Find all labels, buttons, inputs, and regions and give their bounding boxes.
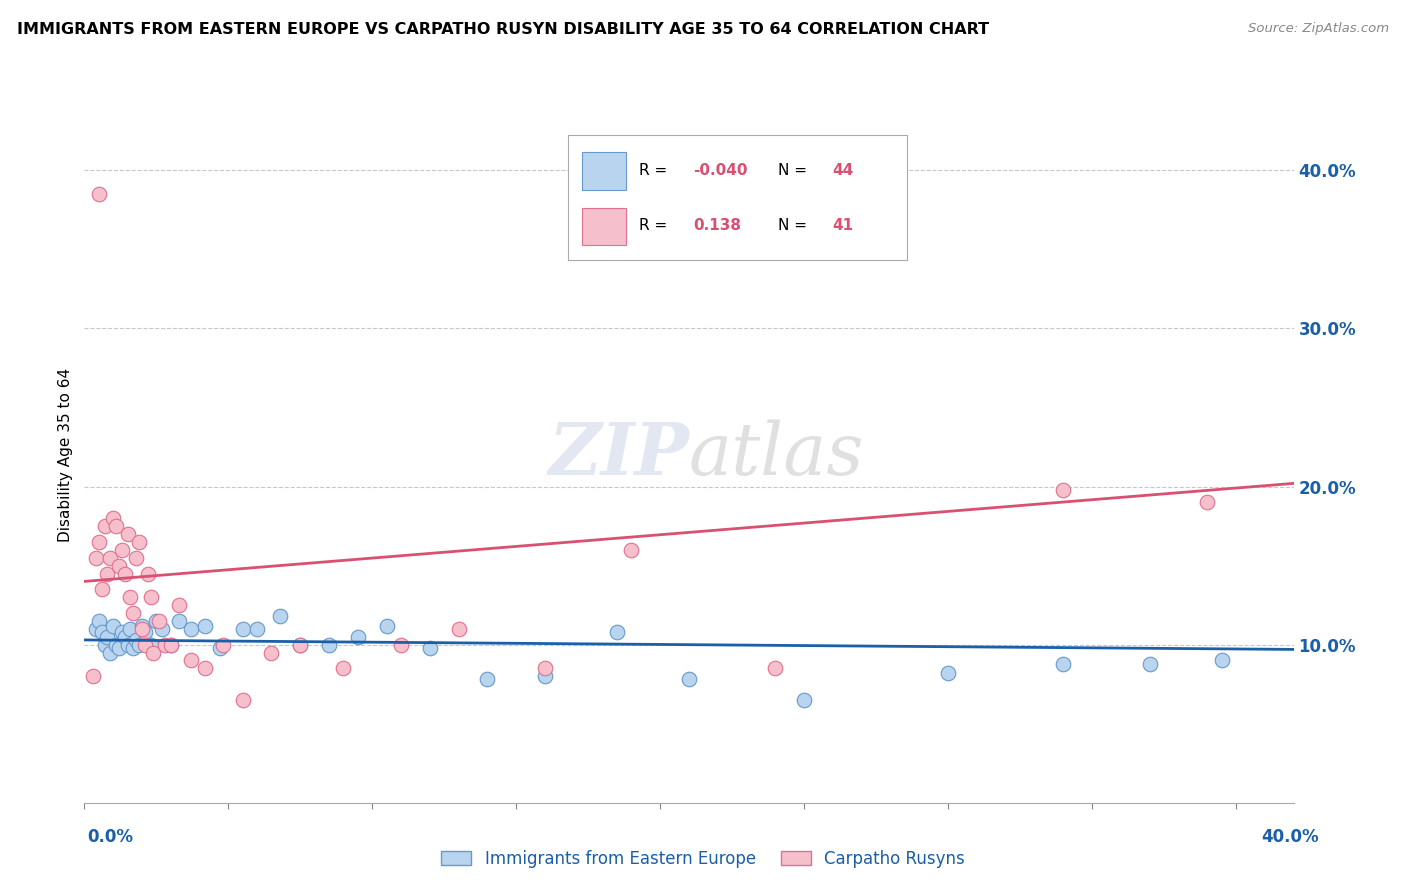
Point [90,582,112,597]
Point [122,606,145,620]
Point [534,661,557,675]
Point [117,638,139,652]
Text: ZIP: ZIP [548,419,689,491]
Point [139,591,162,605]
Point [125,550,148,565]
Point [290,638,312,652]
Point [169,614,191,628]
Legend: Immigrants from Eastern Europe, Carpatho Rusyns: Immigrants from Eastern Europe, Carpatho… [434,844,972,875]
Point [84,622,107,636]
Point [128,534,150,549]
Point [477,673,499,687]
Point [87,614,110,628]
Point [269,609,291,624]
Point [96,566,118,581]
Point [114,566,136,581]
Point [134,625,156,640]
Point [84,550,107,565]
Point [260,646,283,660]
Point [1197,495,1219,509]
Point [763,661,786,675]
Point [131,618,153,632]
Point [1052,657,1074,671]
Point [148,614,170,628]
Point [136,566,159,581]
Point [105,519,128,533]
Point [128,638,150,652]
Point [180,653,202,667]
Text: IMMIGRANTS FROM EASTERN EUROPE VS CARPATHO RUSYN DISABILITY AGE 35 TO 64 CORRELA: IMMIGRANTS FROM EASTERN EUROPE VS CARPAT… [17,22,988,37]
Point [122,640,145,655]
Point [131,622,153,636]
Y-axis label: Disability Age 35 to 64: Disability Age 35 to 64 [58,368,73,542]
Point [936,666,959,681]
Point [1052,483,1074,497]
Point [419,640,441,655]
Point [96,630,118,644]
Text: 0.0%: 0.0% [87,828,134,846]
Point [111,625,134,640]
Point [111,542,134,557]
Point [606,625,628,640]
Point [180,622,202,636]
Text: Source: ZipAtlas.com: Source: ZipAtlas.com [1249,22,1389,36]
Point [793,693,815,707]
Point [98,646,121,660]
Point [1139,657,1161,671]
Point [153,638,176,652]
Point [318,638,340,652]
Point [375,618,398,632]
Text: 40.0%: 40.0% [1261,828,1319,846]
Point [125,632,148,647]
Point [534,669,557,683]
Point [142,646,165,660]
Point [347,630,370,644]
Point [101,618,124,632]
Point [194,618,217,632]
Point [87,186,110,201]
Point [117,527,139,541]
Point [232,693,254,707]
Point [134,638,156,652]
Point [108,640,131,655]
Point [1211,653,1233,667]
Point [120,622,142,636]
Point [150,622,173,636]
Point [105,638,128,652]
Point [114,630,136,644]
Point [678,673,700,687]
Point [120,591,142,605]
Point [82,669,104,683]
Point [332,661,354,675]
Point [169,598,191,612]
Point [232,622,254,636]
Point [211,638,233,652]
Point [246,622,269,636]
Point [208,640,231,655]
Point [620,542,643,557]
Point [93,519,115,533]
Point [136,638,159,652]
Point [93,638,115,652]
Point [139,638,162,652]
Point [290,638,312,652]
Point [159,638,181,652]
Point [159,638,181,652]
Point [447,622,470,636]
Point [194,661,217,675]
Point [108,558,131,573]
Point [87,534,110,549]
Point [90,625,112,640]
Point [98,550,121,565]
Text: atlas: atlas [689,419,865,491]
Point [389,638,412,652]
Point [145,614,167,628]
Point [101,511,124,525]
